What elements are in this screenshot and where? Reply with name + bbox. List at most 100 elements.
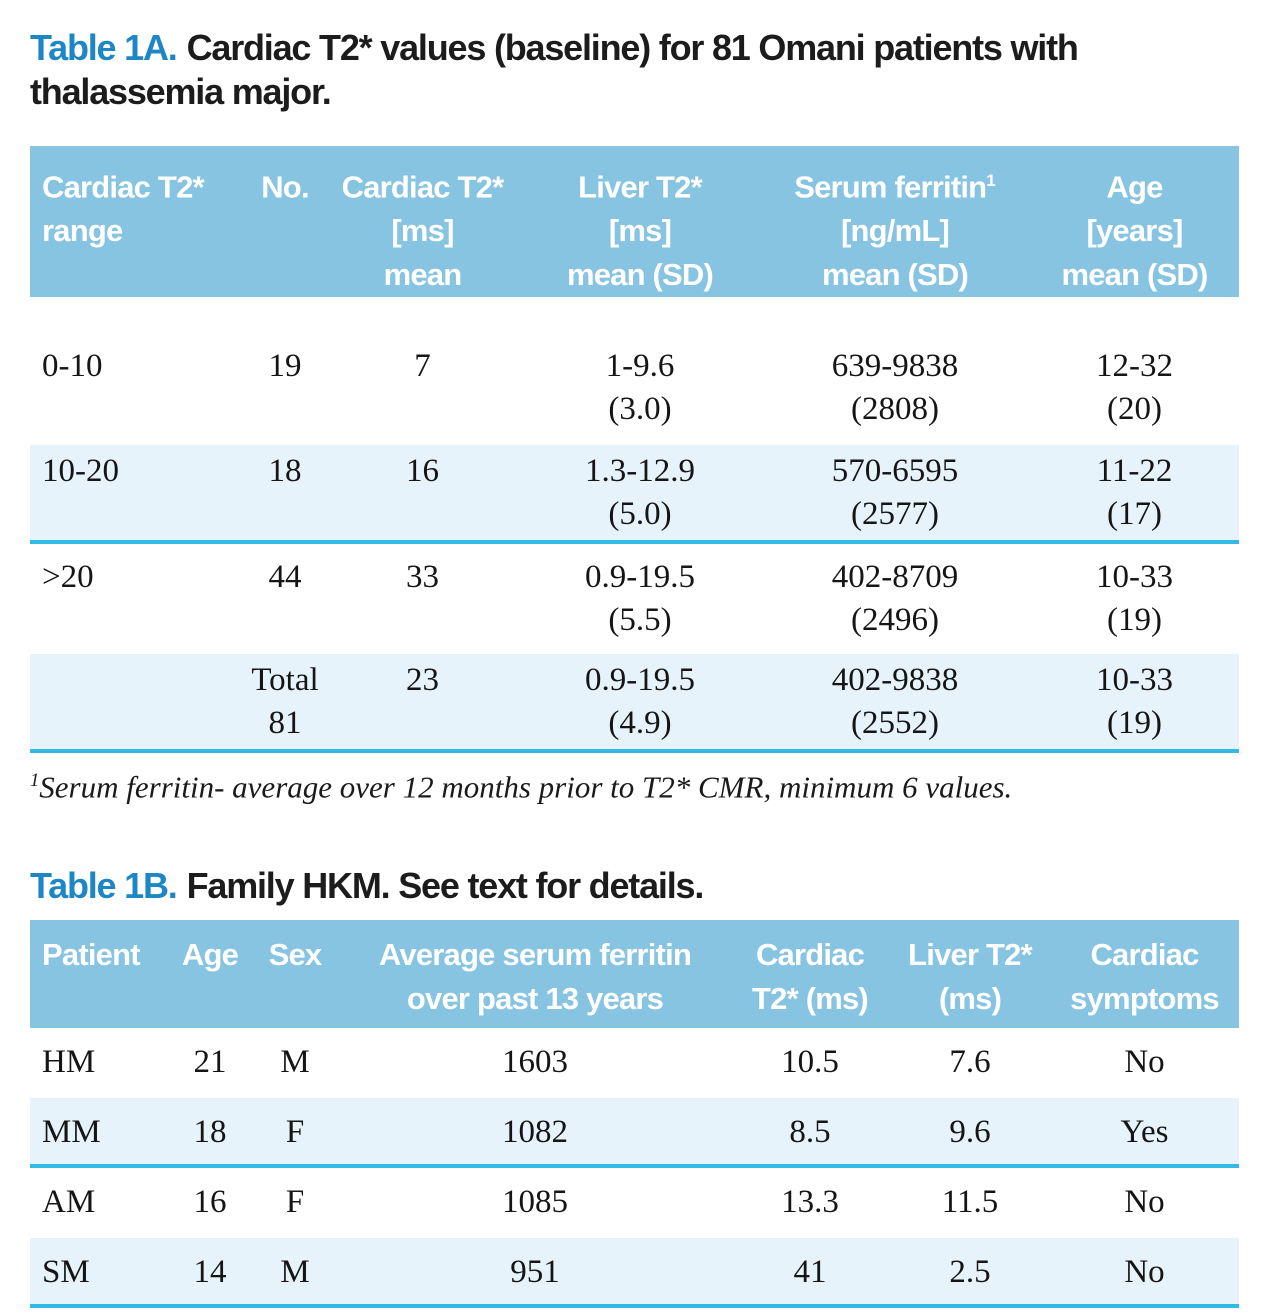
cell-ferritin: 951 [340,1237,730,1308]
cell-age: 11-22 (17) [1030,445,1239,545]
header-line: mean (SD) [821,257,969,293]
table-1b-header-row: Patient Age Sex Average serum ferritin o… [30,919,1239,1028]
header-line: T2* (ms) [752,980,869,1016]
cell-ferritin: 402-9838 (2552) [760,654,1030,754]
cell-cardiac-mean: 7 [414,348,431,385]
cell-line: 10-33 [1096,662,1173,699]
cell-line: (17) [1107,496,1162,533]
cell-line: (4.9) [608,705,672,742]
col-header-age: Age [years] mean (SD) [1030,146,1239,298]
cell-line: 639-9838 [831,348,959,385]
col-header-avg-serum-ferritin: Average serum ferritin over past 13 year… [340,919,730,1028]
cell-line: 0.9-19.5 [585,662,695,699]
header-line: [ms] [391,213,454,249]
cell-liver: 0.9-19.5 (4.9) [520,654,760,754]
header-line: [years] [1086,213,1183,249]
cell-line: (3.0) [608,391,672,428]
col-header-cardiac-t2-mean: Cardiac T2* [ms] mean [325,146,520,298]
cell-line: 402-9838 [831,662,959,699]
cell-line: (2552) [851,705,939,742]
header-line: Liver T2* [520,159,760,209]
col-header-serum-ferritin: Serum ferritin1 [ng/mL] mean (SD) [760,146,1030,298]
table-1a-title-label: Table 1A. [30,27,178,68]
table-row: 0-10 19 7 1-9.6 (3.0) 639-9838 (2808) 12… [30,297,1239,445]
header-line: range [42,213,123,249]
cell-line: 19 [268,348,302,385]
cell-symptoms: No [1124,1043,1165,1080]
cell-line: 402-8709 [831,559,959,596]
cell-no: 19 [245,297,325,445]
col-header-cardiac-t2-range: Cardiac T2* range [30,146,245,298]
header-line: mean [383,257,463,293]
cell-symptoms: No [1050,1237,1239,1308]
cell-age: 21 [193,1043,227,1080]
cell-line: 44 [268,559,302,596]
cell-liver-t2: 9.6 [890,1097,1050,1168]
cell-line: 12-32 [1096,348,1173,385]
header-line: mean (SD) [566,257,714,293]
table-row: AM 16 F 1085 13.3 11.5 No [30,1166,1239,1238]
table-1a-header-row: Cardiac T2* range No. Cardiac T2* [ms] m… [30,146,1239,298]
cell-line: 10-33 [1096,559,1173,596]
cell-line: 81 [268,705,302,742]
table-row: HM 21 M 1603 10.5 7.6 No [30,1028,1239,1098]
cell-no: 18 [245,445,325,545]
table-1b-title: Table 1B. Family HKM. See text for detail… [30,864,1239,908]
cell-liver: 1.3-12.9 (5.0) [520,445,760,545]
header-text: Cardiac T2* [341,169,505,205]
table-1a-footnote: 1Serum ferritin- average over 12 months … [30,761,1239,807]
cell-liver: 1-9.6 (3.0) [520,297,760,445]
table-1b: Patient Age Sex Average serum ferritin o… [30,919,1239,1308]
header-line: Cardiac T2* [325,159,520,209]
cell-ferritin: 1085 [502,1183,568,1220]
header-line: [ng/mL] [840,213,950,249]
header-line: mean (SD) [1061,257,1208,293]
cell-sex: F [250,1097,340,1168]
header-line: Age [1030,159,1239,209]
cell-range: >20 [42,559,94,596]
header-line: over past 13 years [406,980,664,1016]
header-line: Patient [42,936,141,972]
header-line: Serum ferritin1 [760,159,1030,209]
cell-age: 12-32 (20) [1030,297,1239,445]
col-header-liver-t2: Liver T2* (ms) [890,919,1050,1028]
cell-line: (20) [1107,391,1162,428]
table-1b-header: Patient Age Sex Average serum ferritin o… [30,919,1239,1028]
cell-line: (2808) [851,391,939,428]
cell-line: (5.0) [608,496,672,533]
cell-range: 10-20 [30,445,245,545]
cell-line: 18 [268,453,302,490]
cell-age: 16 [193,1183,227,1220]
cell-liver: 0.9-19.5 (5.5) [520,542,760,654]
header-line: Cardiac [1090,936,1199,972]
cell-ferritin: 1603 [502,1043,568,1080]
table-1a-title-line1: Cardiac T2* values (baseline) for 81 Oma… [186,27,1079,68]
cell-cardiac-mean: 33 [406,559,439,596]
table-row-total: Total 81 23 0.9-19.5 (4.9) 402-9838 (255… [30,654,1239,754]
table-1a-body: 0-10 19 7 1-9.6 (3.0) 639-9838 (2808) 12… [30,297,1239,754]
cell-cardiac-mean: 23 [325,654,520,754]
cell-sex: M [280,1043,310,1080]
table-1b-body: HM 21 M 1603 10.5 7.6 No MM 18 F 1082 8.… [30,1028,1239,1308]
table-1a-title-line2: thalassemia major. [30,71,332,112]
cell-patient: AM [42,1183,96,1220]
cell-sex: M [250,1237,340,1308]
table-row: >20 44 33 0.9-19.5 (5.5) 402-8709 (2496)… [30,542,1239,654]
cell-line: 11-22 [1096,453,1173,490]
cell-age: 10-33 (19) [1030,654,1239,754]
header-line: symptoms [1070,980,1219,1016]
cell-line: (5.5) [608,602,672,639]
cell-line: (19) [1107,705,1162,742]
header-line: Age [181,936,239,972]
cell-range [30,654,245,754]
header-line: Cardiac T2* [42,159,245,209]
table-row: SM 14 M 951 41 2.5 No [30,1237,1239,1308]
cell-age: 18 [170,1097,250,1168]
col-header-cardiac-symptoms: Cardiac symptoms [1050,919,1239,1028]
cell-patient: MM [30,1097,170,1168]
col-header-patient: Patient [30,919,170,1028]
header-line: Sex [268,936,323,972]
header-line: Average serum ferritin [378,936,692,972]
header-text: Cardiac T2* [42,169,205,205]
